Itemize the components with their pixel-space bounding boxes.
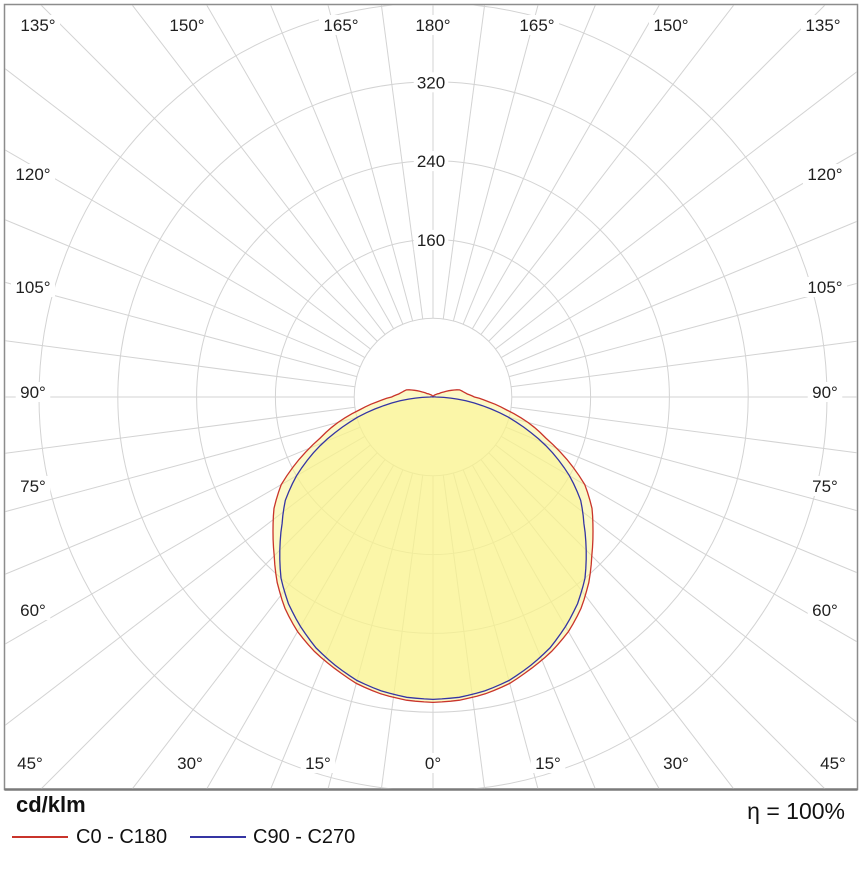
axis-label: 150°	[653, 16, 688, 35]
axis-label: 135°	[20, 16, 55, 35]
light-output-ratio-label: η = 100%	[747, 798, 845, 824]
axis-label: 120°	[807, 165, 842, 184]
axis-label: 240	[417, 152, 445, 171]
axis-label: 105°	[807, 278, 842, 297]
axis-label: 30°	[177, 754, 203, 773]
axis-label: 165°	[323, 16, 358, 35]
axis-label: 60°	[20, 601, 46, 620]
axis-label: 75°	[812, 477, 838, 496]
chart-legend: C0 - C180 C90 - C270	[0, 826, 867, 850]
axis-label: 105°	[15, 278, 50, 297]
curve-c90-c270	[279, 396, 587, 701]
axis-label: 75°	[20, 477, 46, 496]
legend-label-c90-c270: C90 - C270	[253, 826, 356, 848]
intensity-curves	[272, 389, 594, 704]
axis-label: 0°	[425, 754, 441, 773]
axis-label: 160	[417, 231, 445, 250]
axis-label: 30°	[663, 754, 689, 773]
axis-label: 15°	[305, 754, 331, 773]
axis-unit-label: cd/klm	[16, 792, 86, 817]
legend-swatch-c0-c180	[12, 836, 68, 838]
axis-label: 120°	[15, 165, 50, 184]
axis-label: 90°	[20, 383, 46, 402]
axis-label: 15°	[535, 754, 561, 773]
curve-c0-c180	[272, 389, 594, 704]
axis-labels: 135° 150° 165° 180° 165° 150° 135° 45° 30° 15° 0° 1…	[10, 15, 851, 773]
axis-label: 320	[417, 73, 445, 92]
axis-label: 135°	[805, 16, 840, 35]
axis-label: 180°	[415, 16, 450, 35]
fill-c90-c270	[279, 396, 587, 700]
axis-label: 150°	[169, 16, 204, 35]
axis-label: 165°	[519, 16, 554, 35]
axis-label: 60°	[812, 601, 838, 620]
legend-swatch-c90-c270	[190, 836, 246, 838]
axis-label: 90°	[812, 383, 838, 402]
axis-label: 45°	[820, 754, 846, 773]
legend-label-c0-c180: C0 - C180	[76, 826, 168, 848]
axis-label: 45°	[17, 754, 43, 773]
